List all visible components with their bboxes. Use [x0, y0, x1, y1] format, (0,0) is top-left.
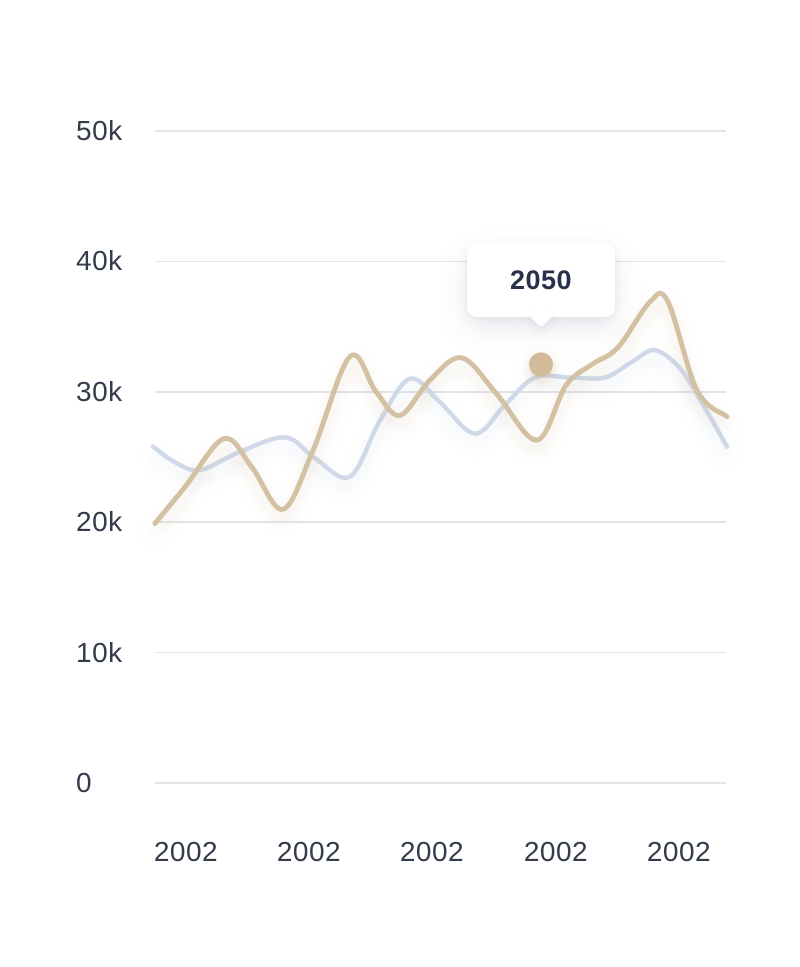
- y-axis-tick-label: 50k: [76, 115, 123, 146]
- series-tan-line[interactable]: [152, 290, 730, 526]
- y-axis-tick-label: 0: [76, 767, 93, 798]
- gridline: [155, 391, 726, 393]
- x-axis-tick-label: 2002: [523, 836, 589, 867]
- y-axis-tick-label: 10k: [76, 636, 123, 668]
- active-point-marker[interactable]: [529, 352, 553, 377]
- tooltip: 2050: [467, 243, 615, 328]
- x-axis-tick-label: 2002: [646, 836, 712, 867]
- y-axis-tick-label: 30k: [76, 375, 123, 407]
- gridline: [155, 260, 726, 263]
- series-blue-line[interactable]: [150, 347, 730, 481]
- y-axis-tick-label: 20k: [76, 506, 123, 538]
- x-axis-tick-label: 2002: [153, 836, 219, 867]
- gridline: [155, 521, 726, 523]
- y-axis-tick-label: 40k: [76, 245, 123, 277]
- x-axis-tick-label: 2002: [399, 836, 465, 867]
- gridline: [155, 130, 726, 132]
- gridline: [155, 651, 726, 654]
- tooltip-value: 2050: [509, 264, 573, 295]
- x-axis-tick-label: 2002: [276, 836, 342, 867]
- gridline: [155, 782, 726, 784]
